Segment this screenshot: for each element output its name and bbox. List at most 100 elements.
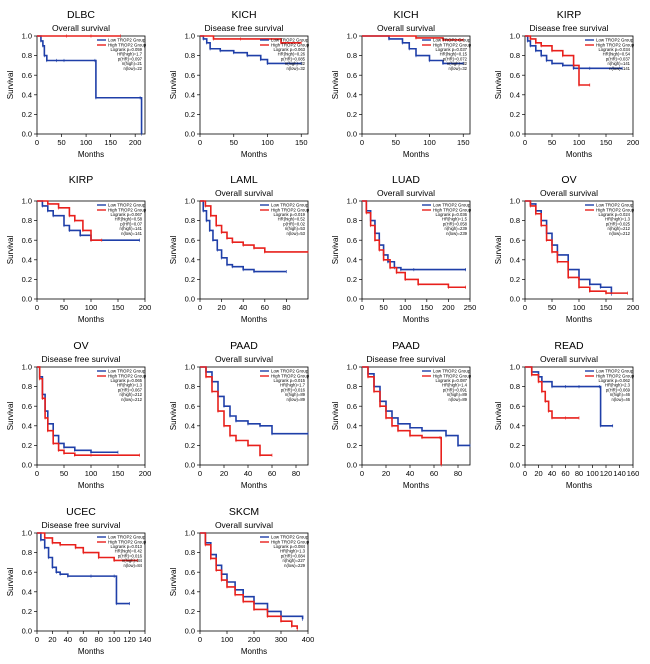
km-panel: 0.0 0.2 0.4 0.6 0.8 1.0 0 20 40 60 80 Months Surviva… xyxy=(163,165,325,331)
cancer-label: KIRP xyxy=(68,174,94,186)
y-tick-label: 0.8 xyxy=(510,382,520,391)
y-tick-label: 0.8 xyxy=(347,51,357,60)
y-tick-label: 0.8 xyxy=(510,216,520,225)
x-tick-label: 50 xyxy=(548,138,556,147)
stat-line: HR(high)=1.7 xyxy=(117,52,143,57)
stat-line: Logrank p=0.059 xyxy=(110,47,142,52)
x-tick-label: 150 xyxy=(112,469,125,478)
x-tick-label: 0 xyxy=(198,303,202,312)
y-axis-title: Survival xyxy=(494,236,503,265)
stat-line: n(low)=141 xyxy=(609,66,631,71)
x-axis-title: Months xyxy=(403,481,429,490)
stat-line: n(high)=84 xyxy=(122,558,143,563)
cancer-label: KIRP xyxy=(556,9,582,21)
y-tick-label: 1.0 xyxy=(185,529,195,538)
chart-subtitle: Overall survival xyxy=(376,188,436,198)
legend-label: Low TROP2 Group xyxy=(108,203,146,208)
km-panel: 0.0 0.2 0.4 0.6 0.8 1.0 0 50 100 150 200 Months Surv… xyxy=(0,165,162,331)
km-panel: 0.0 0.2 0.4 0.6 0.8 1.0 0 50 100 150 200 Months Surv… xyxy=(488,165,650,331)
y-tick-label: 1.0 xyxy=(347,32,357,41)
y-tick-label: 0.6 xyxy=(185,402,195,411)
legend-label: Low TROP2 Group xyxy=(271,535,309,540)
x-tick-label: 150 xyxy=(295,138,308,147)
stat-line: HR(high)=1.3 xyxy=(280,549,306,554)
x-tick-label: 100 xyxy=(586,469,599,478)
stat-line: p(HR)=0.069 xyxy=(606,387,631,392)
stat-line: p(HR)=0.084 xyxy=(281,553,306,558)
x-tick-label: 40 xyxy=(239,303,247,312)
y-tick-label: 0.0 xyxy=(347,295,357,304)
cancer-label: OV xyxy=(561,174,577,186)
stat-line: Logrank p=0.037 xyxy=(435,47,467,52)
high-group-curve xyxy=(525,35,590,86)
legend-label: Low TROP2 Group xyxy=(433,38,471,43)
x-axis-title: Months xyxy=(78,150,104,159)
cancer-label: LAML xyxy=(230,174,258,186)
chart-subtitle: Overall survival xyxy=(51,23,111,33)
x-tick-label: 140 xyxy=(139,635,152,644)
y-tick-label: 0.6 xyxy=(185,236,195,245)
low-group-curve xyxy=(37,366,118,454)
stat-line: p(HR)=0.016 xyxy=(281,387,306,392)
plot-frame xyxy=(361,200,471,300)
chart-subtitle: Overall survival xyxy=(376,23,436,33)
y-tick-label: 0.2 xyxy=(510,110,520,119)
high-group-curve xyxy=(200,366,272,456)
km-chart: 0.0 0.2 0.4 0.6 0.8 1.0 0 20 40 60 80 100 120 140 160 M… xyxy=(494,363,640,490)
high-group-curve xyxy=(525,366,579,419)
x-axis-title: Months xyxy=(241,647,267,656)
x-tick-label: 0 xyxy=(198,469,202,478)
legend-label: Low TROP2 Group xyxy=(433,369,471,374)
x-tick-label: 120 xyxy=(600,469,613,478)
y-tick-label: 0.8 xyxy=(22,216,32,225)
stat-line: n(low)=212 xyxy=(609,231,631,236)
y-tick-label: 0.6 xyxy=(22,71,32,80)
x-tick-label: 400 xyxy=(302,635,315,644)
x-tick-label: 50 xyxy=(230,138,238,147)
y-tick-label: 0.4 xyxy=(510,255,520,264)
x-tick-label: 120 xyxy=(123,635,136,644)
stat-line: Logrank p=0.013 xyxy=(110,544,142,549)
y-tick-label: 1.0 xyxy=(22,197,32,206)
x-tick-label: 100 xyxy=(573,303,586,312)
y-tick-label: 0.4 xyxy=(510,90,520,99)
stat-line: n(low)=32 xyxy=(286,66,305,71)
km-chart: 0.0 0.2 0.4 0.6 0.8 1.0 0 100 200 300 400 Months Sur… xyxy=(169,529,315,656)
stat-line: n(high)=21 xyxy=(122,61,143,66)
y-tick-label: 0.0 xyxy=(22,295,32,304)
y-tick-label: 0.2 xyxy=(347,275,357,284)
x-tick-label: 300 xyxy=(275,635,288,644)
chart-subtitle: Overall survival xyxy=(214,354,274,364)
y-tick-label: 0.6 xyxy=(510,236,520,245)
cancer-label: KICH xyxy=(393,9,419,21)
x-tick-label: 60 xyxy=(79,635,87,644)
x-tick-label: 100 xyxy=(108,635,121,644)
x-tick-label: 50 xyxy=(379,303,387,312)
cancer-label: READ xyxy=(554,340,584,352)
x-tick-label: 150 xyxy=(600,303,613,312)
km-panel: 0.0 0.2 0.4 0.6 0.8 1.0 0 100 200 300 400 Months Sur… xyxy=(163,497,325,663)
x-tick-label: 20 xyxy=(217,303,225,312)
stat-line: n(high)=212 xyxy=(608,226,631,231)
legend-label: High TROP2 Group xyxy=(596,43,635,48)
y-tick-label: 0.0 xyxy=(22,130,32,139)
stat-line: p(HR)=0.016 xyxy=(118,553,143,558)
stat-line: p(HR)=0.097 xyxy=(118,56,143,61)
y-axis-title: Survival xyxy=(6,236,15,265)
y-tick-label: 0.4 xyxy=(347,421,357,430)
y-axis-title: Survival xyxy=(169,568,178,597)
high-group-curve xyxy=(362,366,442,465)
y-tick-label: 0.0 xyxy=(347,461,357,470)
legend-label: Low TROP2 Group xyxy=(271,203,309,208)
x-tick-label: 160 xyxy=(627,469,640,478)
x-tick-label: 100 xyxy=(399,303,412,312)
y-tick-label: 1.0 xyxy=(510,363,520,372)
km-panel: 0.0 0.2 0.4 0.6 0.8 1.0 0 20 40 60 80 Months Surviva… xyxy=(325,331,487,497)
x-tick-label: 50 xyxy=(57,138,65,147)
x-tick-label: 60 xyxy=(261,303,269,312)
stat-line: n(low)=141 xyxy=(121,231,143,236)
y-tick-label: 0.4 xyxy=(185,90,195,99)
stat-line: Logrank p=0.024 xyxy=(598,212,630,217)
x-axis-title: Months xyxy=(241,481,267,490)
x-tick-label: 0 xyxy=(35,303,39,312)
